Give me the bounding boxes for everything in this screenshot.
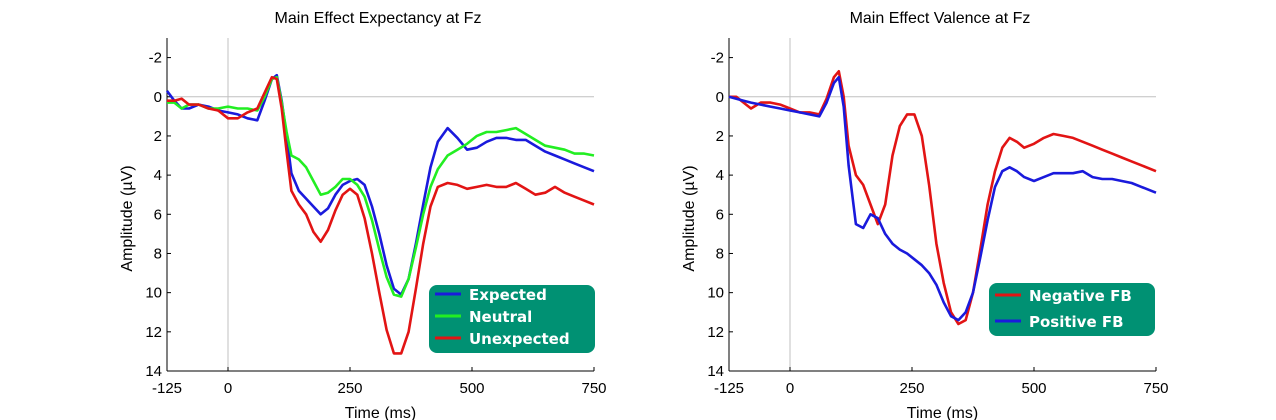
y-tick-label: -2 xyxy=(149,50,162,67)
y-tick-label: 14 xyxy=(145,363,162,380)
legend-entry: Unexpected xyxy=(469,330,570,348)
y-tick-label: 8 xyxy=(154,245,162,262)
chart-title: Main Effect Expectancy at Fz xyxy=(275,10,482,27)
y-tick-label: 2 xyxy=(154,128,162,145)
chart-title: Main Effect Valence at Fz xyxy=(850,10,1031,27)
x-tick-label: -125 xyxy=(714,380,744,397)
x-tick-label: 750 xyxy=(1143,380,1168,397)
y-tick-label: 12 xyxy=(145,324,162,341)
series-line-positive-fb xyxy=(728,75,1157,322)
y-tick-label: 4 xyxy=(154,167,162,184)
x-tick-label: 500 xyxy=(1021,380,1046,397)
x-tick-label: 250 xyxy=(899,380,924,397)
legend-box xyxy=(429,285,595,353)
legend-entry: Positive FB xyxy=(1029,313,1124,331)
y-tick-label: 10 xyxy=(707,285,724,302)
legend-entry: Negative FB xyxy=(1029,287,1132,305)
legend-box xyxy=(989,283,1155,336)
legend-entry: Expected xyxy=(469,286,547,304)
chart-valence: Main Effect Valence at Fz -2 0 2 4 6 8 10 12 14-1… xyxy=(681,10,1169,420)
y-axis-label: Amplitude (µV) xyxy=(119,165,136,271)
y-tick-label: -2 xyxy=(711,50,724,67)
y-tick-label: 6 xyxy=(716,206,724,223)
x-tick-label: 500 xyxy=(459,380,484,397)
legend-entry: Neutral xyxy=(469,308,532,326)
x-tick-label: 750 xyxy=(581,380,606,397)
x-tick-label: 0 xyxy=(786,380,794,397)
series-line-unexpected xyxy=(167,75,595,355)
x-tick-label: 250 xyxy=(337,380,362,397)
series-line-expected xyxy=(165,73,595,296)
y-tick-label: 2 xyxy=(716,128,724,145)
y-tick-label: 4 xyxy=(716,167,724,184)
y-tick-label: 8 xyxy=(716,245,724,262)
y-tick-label: 6 xyxy=(154,206,162,223)
series-line-negative-fb xyxy=(729,70,1157,326)
y-tick-label: 14 xyxy=(707,363,724,380)
series-line-neutral xyxy=(167,75,595,298)
legend: Expected Neutral Unexpected xyxy=(429,285,595,353)
x-axis-label: Time (ms) xyxy=(345,405,416,420)
x-tick-label: 0 xyxy=(224,380,232,397)
chart-expectancy: Main Effect Expectancy at Fz -2 0 2 4 6 8 10 12 1… xyxy=(119,10,607,420)
y-tick-label: 10 xyxy=(145,285,162,302)
x-tick-label: -125 xyxy=(152,380,182,397)
y-tick-label: 0 xyxy=(154,89,162,106)
y-tick-label: 12 xyxy=(707,324,724,341)
legend: Negative FB Positive FB xyxy=(989,283,1155,336)
x-axis-label: Time (ms) xyxy=(907,405,978,420)
y-axis-label: Amplitude (µV) xyxy=(681,165,698,271)
y-tick-label: 0 xyxy=(716,89,724,106)
